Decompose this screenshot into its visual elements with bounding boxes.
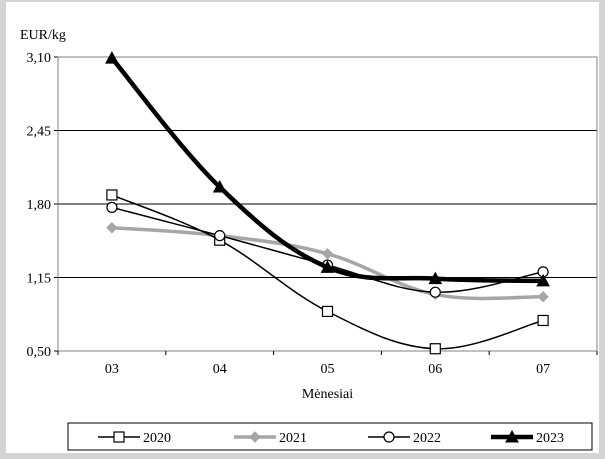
y-axis-label: EUR/kg [20,28,66,43]
data-point [106,201,118,213]
data-point [429,286,441,298]
series-2023 [105,51,550,287]
data-point [105,51,119,64]
legend-item: 2022 [368,431,441,446]
x-tick-label: 03 [105,362,119,377]
data-point [537,314,549,327]
data-point [429,343,441,355]
y-tick-labels: 3,10 2,45 1,80 1,15 0,50 [27,51,52,360]
series-layer [105,51,550,355]
data-point [212,179,227,193]
y-tick-label: 3,10 [27,51,52,66]
legend-marker [249,431,261,443]
x-axis-label: Mėnesiai [302,387,353,402]
legend-label: 2020 [143,431,171,446]
legend-item: 2020 [98,431,171,446]
data-point [536,273,550,287]
data-point [321,248,334,260]
x-tick-label: 07 [536,362,550,377]
y-tick-label: 1,80 [27,198,52,213]
legend-label: 2021 [279,431,307,446]
legend: 2020 2021 2022 2023 [67,422,593,451]
data-point [428,271,443,285]
y-tick-label: 0,50 [27,345,52,360]
data-point [214,230,226,242]
data-point [106,189,118,201]
x-tick-label: 05 [321,362,335,377]
y-tick-label: 1,15 [27,272,52,287]
legend-label: 2023 [536,431,564,446]
data-point [321,305,334,318]
x-tick-labels: 03 04 05 06 07 [57,351,598,377]
plot-area [57,56,598,352]
legend-label: 2022 [413,431,441,446]
legend-marker [505,429,519,443]
x-tick-label: 06 [428,362,442,377]
legend-marker [113,431,125,443]
x-tick-label: 04 [213,362,227,377]
data-point [320,260,335,273]
data-point [537,291,549,303]
legend-item: 2023 [491,429,564,446]
data-point [106,222,118,234]
y-tick-label: 2,45 [27,125,52,140]
legend-item: 2021 [234,431,307,446]
series-line [110,56,544,284]
legend-marker [383,431,395,443]
